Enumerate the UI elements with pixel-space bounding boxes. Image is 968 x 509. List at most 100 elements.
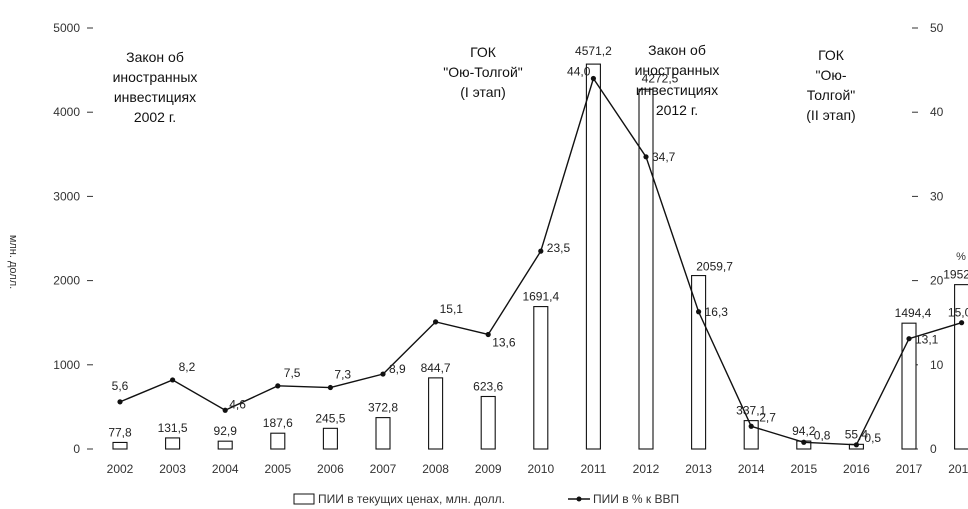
bar: [480, 395, 496, 450]
bar: [638, 88, 654, 450]
annotation-text: (II этап): [806, 107, 855, 123]
annotation-text: 2012 г.: [656, 102, 698, 118]
line-value-label: 4,6: [229, 397, 246, 411]
line-point: [906, 336, 912, 342]
x-tick-label: 2014: [738, 462, 765, 476]
line-value-label: 5,6: [112, 379, 129, 393]
bar: [691, 275, 707, 450]
right-tick-label: 20: [930, 274, 944, 288]
bar-value-label: 623,6: [473, 379, 503, 393]
legend: ПИИ в текущих ценах, млн. долл. ПИИ в % …: [293, 492, 679, 506]
bar-value-label: 94,2: [792, 424, 816, 438]
bar-value-label: 844,7: [421, 361, 451, 375]
right-tick-label: 0: [930, 442, 937, 456]
left-tick-label: 4000: [53, 105, 80, 119]
left-axis-label: млн. долл.: [7, 235, 19, 289]
right-tick-label: 50: [930, 21, 944, 35]
left-tick-label: 5000: [53, 21, 80, 35]
bar: [585, 63, 601, 450]
left-tick-label: 3000: [53, 189, 80, 203]
line-value-label: 15,1: [440, 302, 464, 316]
line-point: [327, 384, 333, 391]
bar: [375, 417, 391, 450]
bar-data-labels: 77,8 131,5 92,9 187,6 245,5 372,8 844,7 623,6 16…: [108, 44, 968, 441]
annotation-text: Толгой": [807, 87, 856, 103]
legend-bar-swatch: [293, 493, 315, 505]
line-point: [433, 319, 439, 325]
line-value-label: 44,0: [567, 65, 591, 79]
line-point: [170, 377, 176, 383]
line-point: [590, 75, 597, 82]
bar-value-label: 92,9: [214, 424, 238, 438]
bar: [165, 437, 181, 450]
x-tick-label: 2011: [580, 462, 606, 476]
bar: [270, 432, 286, 450]
left-axis-ticks: 0 1000 2000 3000 4000 5000: [53, 21, 93, 456]
right-axis-ticks: 0 10 20 30 40 50: [912, 21, 944, 456]
bar-value-label: 131,5: [158, 421, 188, 435]
bar: [954, 284, 968, 450]
x-tick-label: 2015: [790, 462, 817, 476]
line-point: [117, 399, 123, 405]
left-tick-label: 0: [73, 442, 80, 456]
x-axis-ticks: 2002 2003 2004 2005 2006 2007 2008 2009 2010 2011…: [107, 462, 968, 476]
annotation-text: ГОК: [818, 47, 845, 63]
line-point: [275, 383, 281, 389]
x-tick-label: 2008: [422, 462, 449, 476]
line-value-label: 15,0: [948, 306, 968, 320]
legend-line-label: ПИИ в % к ВВП: [593, 492, 679, 506]
bar-value-label: 245,5: [315, 411, 345, 425]
bar: [217, 440, 233, 450]
bar-value-label: 2059,7: [696, 260, 733, 274]
annotation-text: "Ою-: [815, 67, 846, 83]
annotation-text: ГОК: [470, 44, 497, 60]
annotation-text: "Ою-Толгой": [443, 64, 523, 80]
line-point: [748, 423, 754, 429]
bar: [533, 306, 549, 450]
line-point: [485, 331, 491, 338]
line-series: [117, 75, 965, 448]
line-point: [380, 371, 386, 377]
bar-value-label: 4571,2: [575, 44, 612, 58]
line-value-label: 0,5: [864, 431, 881, 445]
line-value-label: 34,7: [652, 150, 676, 164]
bar-value-label: 55,4: [845, 427, 869, 441]
x-tick-label: 2004: [212, 462, 239, 476]
x-tick-label: 2009: [475, 462, 502, 476]
left-tick-label: 2000: [53, 274, 80, 288]
left-tick-label: 1000: [53, 358, 80, 372]
annotation-text: Закон об: [648, 42, 706, 58]
bar-value-label: 77,8: [108, 425, 132, 439]
bar-value-label: 1494,4: [895, 306, 932, 320]
bar: [428, 377, 444, 450]
x-tick-label: 2006: [317, 462, 344, 476]
line-point: [959, 320, 965, 326]
x-tick-label: 2018: [948, 462, 968, 476]
right-axis-label: %: [956, 251, 966, 263]
x-tick-label: 2012: [633, 462, 660, 476]
line-value-label: 7,3: [334, 368, 351, 382]
annotation-text: инвестициях: [114, 89, 196, 105]
annotation-text: иностранных: [113, 69, 198, 85]
x-tick-label: 2013: [685, 462, 712, 476]
bar-value-label: 1952,0: [943, 268, 968, 282]
annotation-text: Закон об: [126, 49, 184, 65]
bar: [901, 322, 917, 450]
annotations: Закон об иностранных инвестициях 2002 г. ГОК…: [113, 42, 856, 125]
x-tick-label: 2007: [370, 462, 397, 476]
annotation-text: 2002 г.: [134, 109, 176, 125]
line-point: [853, 442, 860, 448]
annotation-text: (I этап): [460, 84, 506, 100]
line-value-label: 13,6: [492, 335, 516, 349]
line-value-label: 8,2: [179, 360, 196, 374]
x-tick-label: 2017: [896, 462, 923, 476]
bar-value-label: 372,8: [368, 401, 398, 415]
line-point: [538, 248, 544, 254]
annotation-text: иностранных: [635, 62, 720, 78]
x-tick-label: 2010: [527, 462, 554, 476]
line-value-label: 8,9: [389, 362, 406, 376]
bar-series: [112, 63, 968, 450]
annotation-text: инвестициях: [636, 82, 718, 98]
bar-value-label: 187,6: [263, 416, 293, 430]
